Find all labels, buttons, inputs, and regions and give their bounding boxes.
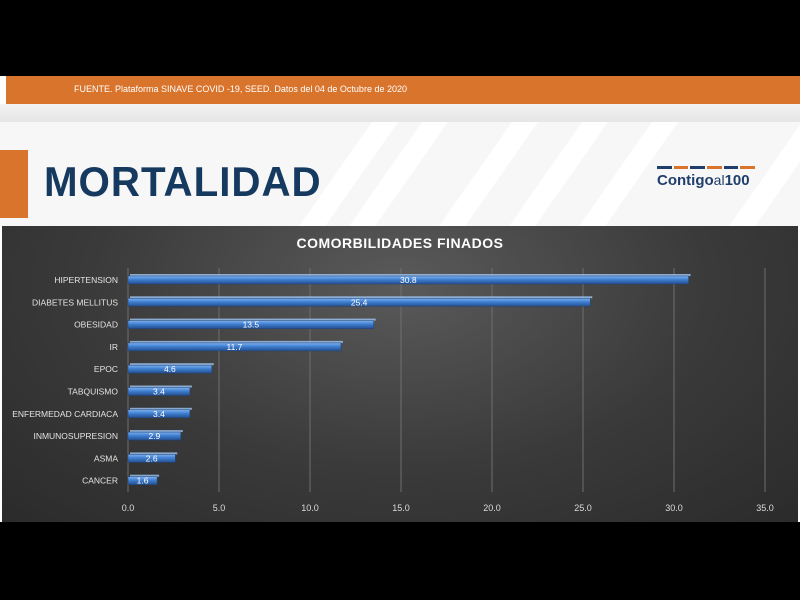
bar-top — [130, 452, 178, 455]
category-label: OBESIDAD — [74, 320, 118, 330]
title-band: MORTALIDAD Contigoal100 — [0, 122, 800, 226]
logo-text: Contigoal100 — [657, 172, 750, 189]
bar-top — [130, 430, 183, 433]
bar-top — [130, 340, 343, 343]
category-label: IR — [110, 342, 119, 352]
bar-top — [130, 407, 192, 410]
page-title: MORTALIDAD — [44, 158, 322, 205]
x-tick-label: 25.0 — [574, 503, 592, 513]
data-label: 13.5 — [243, 320, 260, 330]
category-label: ASMA — [94, 453, 118, 463]
bar — [127, 298, 591, 307]
bar — [127, 320, 374, 329]
x-tick-label: 5.0 — [213, 503, 226, 513]
bar — [127, 431, 182, 441]
bar-top — [130, 274, 691, 276]
data-label: 3.4 — [153, 387, 165, 397]
category-label: INMUNOSUPRESION — [33, 431, 118, 441]
source-text: FUENTE. Plataforma SINAVE COVID -19, SEE… — [74, 84, 407, 94]
bar-top — [130, 474, 160, 477]
logo: Contigoal100 — [657, 166, 756, 189]
divider — [0, 104, 800, 122]
data-label: 1.6 — [137, 476, 149, 486]
x-tick-label: 15.0 — [392, 503, 410, 513]
bar — [127, 342, 342, 352]
bar — [127, 387, 191, 396]
data-label: 25.4 — [351, 297, 368, 307]
bar-top — [130, 296, 593, 299]
bar — [127, 275, 689, 285]
slide: FUENTE. Plataforma SINAVE COVID -19, SEE… — [0, 76, 800, 522]
data-label: 30.8 — [400, 275, 417, 285]
bar-chart: COMORBILIDADES FINADOS 0.0 5.0 10.0 15.0 20.0… — [12, 235, 774, 513]
bar — [127, 476, 158, 485]
category-label: DIABETES MELLITUS — [32, 297, 118, 307]
x-tick-label: 35.0 — [756, 503, 774, 513]
title-accent — [0, 150, 28, 218]
bar-top — [130, 385, 192, 388]
x-tick-label: 0.0 — [122, 503, 135, 513]
category-label: HIPERTENSION — [54, 275, 118, 285]
x-tick-label: 30.0 — [665, 503, 683, 513]
data-label: 2.9 — [148, 431, 160, 441]
category-label: ENFERMEDAD CARDIACA — [12, 409, 118, 419]
x-tick-label: 20.0 — [483, 503, 501, 513]
source-bar: FUENTE. Plataforma SINAVE COVID -19, SEE… — [6, 76, 800, 104]
data-label: 4.6 — [164, 364, 176, 374]
bar — [127, 454, 176, 463]
bar — [127, 364, 212, 374]
data-label: 3.4 — [153, 409, 165, 419]
logo-stripes — [657, 166, 756, 169]
category-label: TABQUISMO — [68, 387, 119, 397]
bar — [127, 409, 191, 419]
x-tick-label: 10.0 — [301, 503, 319, 513]
bar-top — [130, 318, 376, 321]
bar-top — [130, 363, 214, 366]
category-label: EPOC — [94, 364, 118, 374]
data-label: 2.6 — [146, 453, 158, 463]
category-label: CANCER — [82, 476, 118, 486]
chart-title: COMORBILIDADES FINADOS — [297, 235, 504, 251]
data-label: 11.7 — [227, 342, 243, 352]
chart-panel: COMORBILIDADES FINADOS 0.0 5.0 10.0 15.0 20.0… — [2, 226, 798, 522]
